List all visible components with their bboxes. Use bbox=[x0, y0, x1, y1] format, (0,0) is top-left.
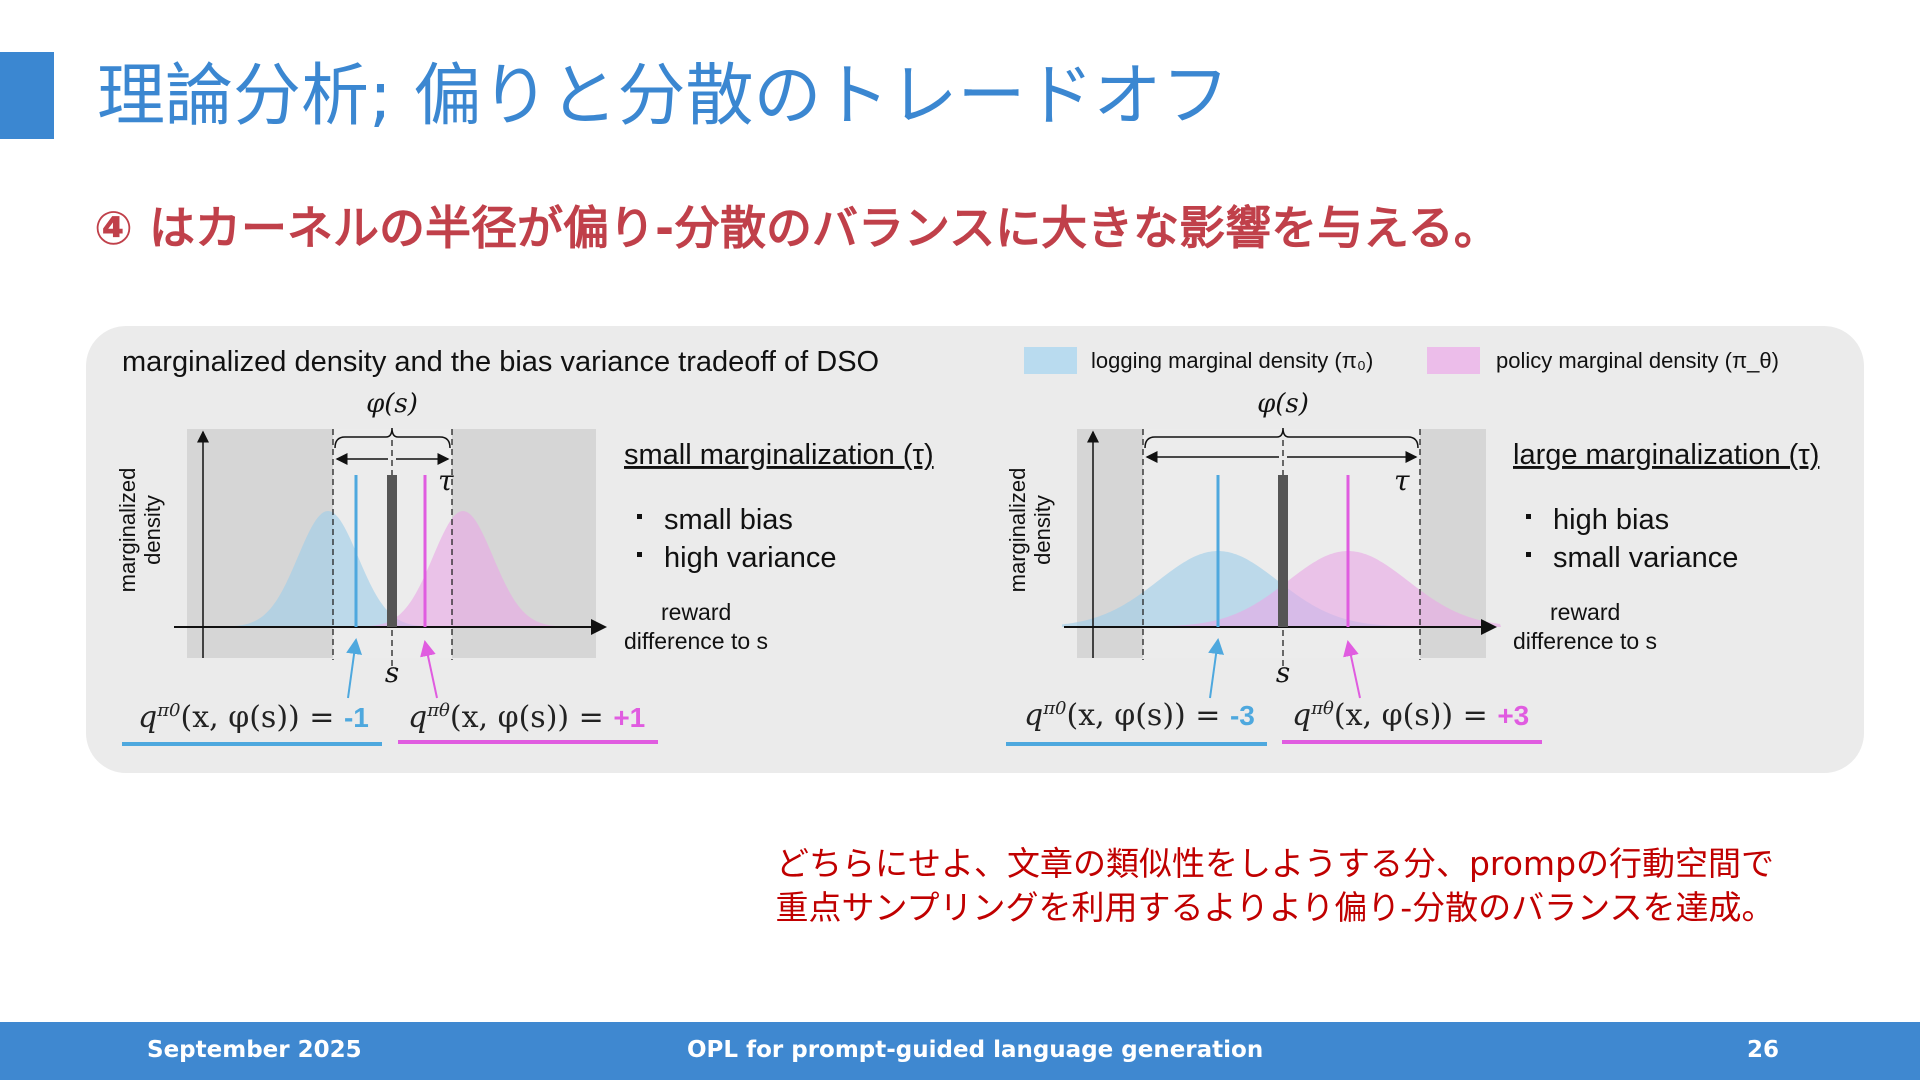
policy-pointer-arrow bbox=[420, 640, 438, 699]
panel-heading: small marginalization (τ) bbox=[624, 439, 934, 471]
y-axis-label-line1: marginalized bbox=[115, 468, 140, 593]
footer: September 2025 OPL for prompt-guided lan… bbox=[0, 1022, 1920, 1080]
s-label: s bbox=[1276, 656, 1290, 689]
bullet-marker bbox=[637, 514, 642, 519]
footer-title: OPL for prompt-guided language generatio… bbox=[687, 1037, 1264, 1063]
x-axis-label-line2: difference to s bbox=[624, 628, 768, 654]
policy-equation-left: qπθ(x, φ(s)) = +1 bbox=[408, 700, 646, 735]
phi-label: φ(s) bbox=[366, 389, 418, 419]
page-title: 理論分析; 偏りと分散のトレードオフ bbox=[97, 57, 1230, 136]
figure-title: marginalized density and the bias varian… bbox=[122, 346, 879, 378]
x-axis-label-line1: reward bbox=[1550, 599, 1620, 625]
bullet-text: high variance bbox=[664, 542, 837, 574]
bullet-text: small bias bbox=[664, 504, 793, 536]
page-number: 26 bbox=[1747, 1037, 1780, 1063]
center-s-bar bbox=[387, 475, 397, 627]
bullet-text: small variance bbox=[1553, 542, 1738, 574]
page-subtitle: ④ はカーネルの半径が偏り-分散のバランスに大きな影響を与える。 bbox=[94, 201, 1500, 255]
phi-label: φ(s) bbox=[1257, 389, 1309, 419]
bullet-marker bbox=[1526, 552, 1531, 557]
s-label: s bbox=[385, 656, 399, 689]
y-axis-label-line2: density bbox=[1030, 495, 1055, 565]
legend-label-logging: logging marginal density (π₀) bbox=[1091, 348, 1373, 373]
legend-swatch-logging bbox=[1024, 347, 1077, 374]
logging-density-curve bbox=[172, 511, 611, 627]
panel-heading: large marginalization (τ) bbox=[1513, 439, 1819, 471]
phi-brace bbox=[1144, 427, 1419, 449]
policy-density-curve bbox=[172, 511, 611, 627]
bullet-marker bbox=[1526, 514, 1531, 519]
title-accent-bar bbox=[0, 52, 54, 139]
legend-label-policy: policy marginal density (π_θ) bbox=[1496, 348, 1779, 373]
tau-label: τ bbox=[438, 464, 454, 497]
y-axis-label-line2: density bbox=[140, 495, 165, 565]
logging-pointer-arrow bbox=[346, 638, 363, 699]
y-axis-label-line1: marginalized bbox=[1005, 468, 1030, 593]
bullet-marker bbox=[637, 552, 642, 557]
policy-pointer-arrow bbox=[1343, 640, 1361, 699]
x-axis-label-line1: reward bbox=[661, 599, 731, 625]
logging-equation-left: qπ0(x, φ(s)) = -1 bbox=[138, 700, 369, 735]
policy-equation-right: qπθ(x, φ(s)) = +3 bbox=[1292, 698, 1530, 733]
conclusion-note: どちらにせよ、文章の類似性をしようする分、prompの行動空間で 重点サンプリン… bbox=[600, 842, 1920, 930]
logging-equation-right: qπ0(x, φ(s)) = -3 bbox=[1024, 698, 1255, 733]
phi-brace bbox=[334, 427, 451, 449]
note-line-2: 重点サンプリングを利用するよりより偏り-分散のバランスを達成。 bbox=[775, 888, 1775, 927]
footer-date: September 2025 bbox=[147, 1037, 362, 1063]
note-line-1: どちらにせよ、文章の類似性をしようする分、prompの行動空間で bbox=[775, 844, 1775, 883]
logging-pointer-arrow bbox=[1208, 638, 1225, 699]
bullet-text: high bias bbox=[1553, 504, 1669, 536]
legend-swatch-policy bbox=[1427, 347, 1480, 374]
center-s-bar bbox=[1278, 475, 1288, 627]
x-axis-label-line2: difference to s bbox=[1513, 628, 1657, 654]
tau-label: τ bbox=[1394, 464, 1410, 497]
